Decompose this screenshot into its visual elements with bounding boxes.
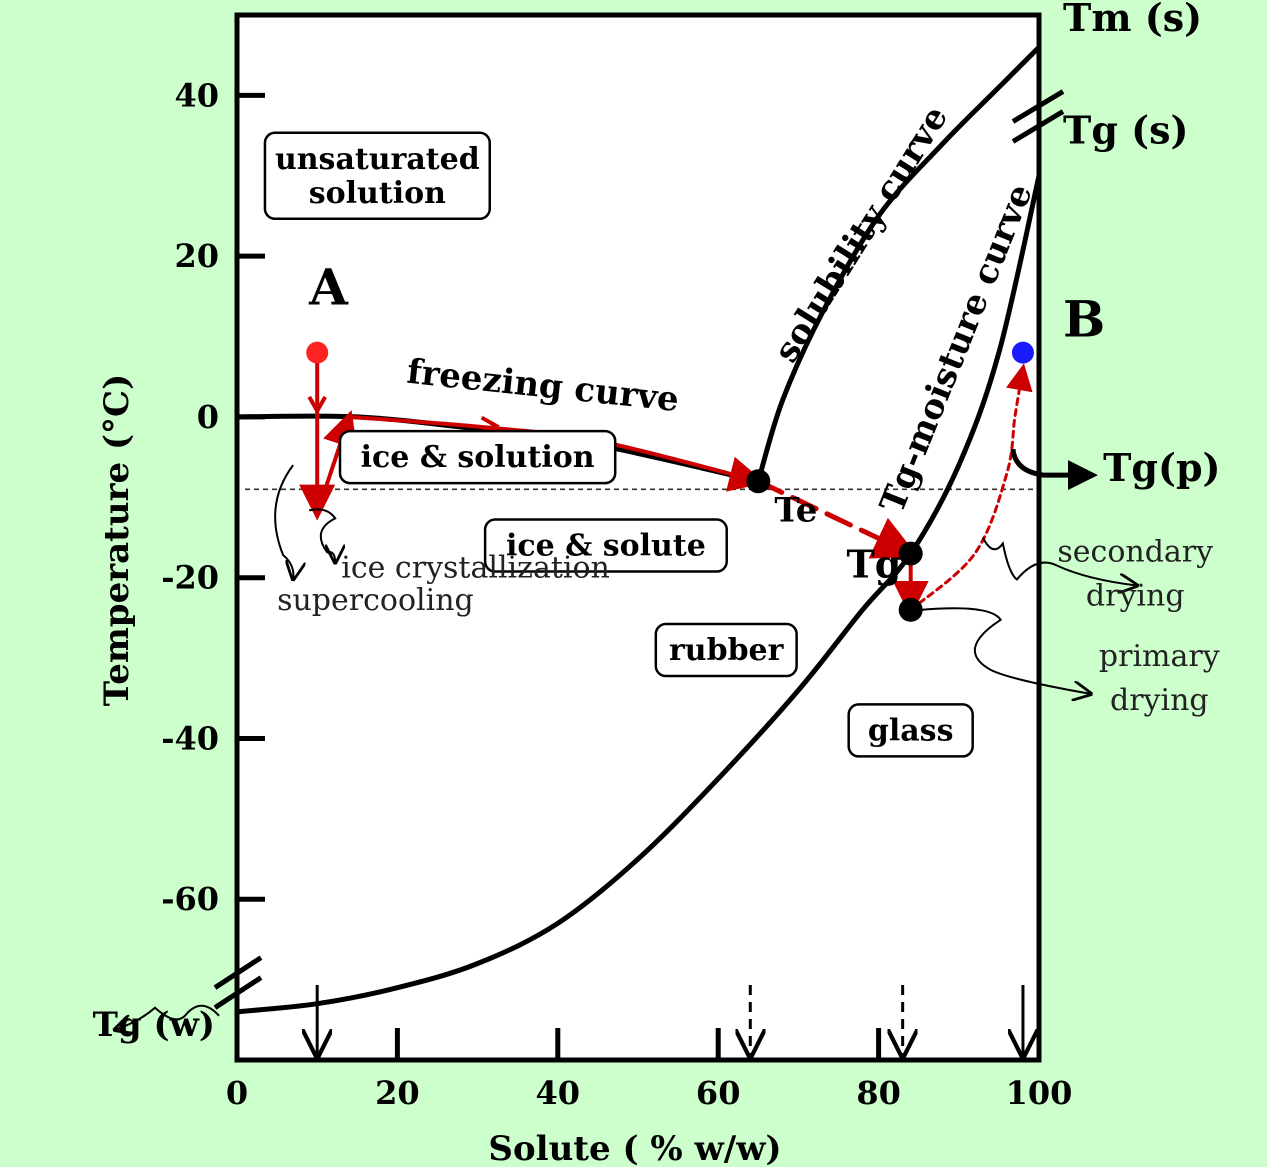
- annotation-label: Tg (w): [93, 1005, 215, 1045]
- x-axis-label: Solute ( % w/w): [488, 1129, 781, 1167]
- process-path-segment: [909, 363, 1033, 612]
- annotation-label: Tg': [847, 542, 913, 587]
- series-line: [234, 173, 1042, 1015]
- data-point: [306, 341, 329, 364]
- process-path-segment: [755, 478, 919, 559]
- tg-w-leader: [115, 1004, 220, 1030]
- annotation-label: Tg (s): [1063, 108, 1188, 153]
- annotation-label: A: [308, 257, 349, 316]
- annotation-label: Te: [774, 490, 817, 530]
- y-tick-label: 20: [174, 237, 219, 275]
- annotation-label: ice crystallization: [341, 551, 610, 586]
- data-point: [898, 597, 923, 622]
- ice-crystallization-leader: [308, 508, 335, 562]
- region-label: ice & solute: [506, 529, 706, 564]
- data-point: [746, 469, 771, 494]
- annotation-label: secondary drying: [1057, 535, 1213, 614]
- decoration-layer: [115, 89, 1137, 1056]
- process-arrowhead: [307, 395, 327, 415]
- axis-ticks: 0 20 40 60 80 100 40 20 0 -20 -40 -60: [161, 76, 1072, 1112]
- axis-break: [1011, 109, 1065, 144]
- axis-break: [1011, 89, 1065, 124]
- x-tick-label: 60: [696, 1074, 741, 1112]
- axis-break: [213, 975, 263, 1010]
- y-tick-label: -60: [161, 880, 219, 918]
- secondary-drying-leader: [981, 537, 1137, 586]
- series-line: [755, 44, 1042, 484]
- region-box: [654, 622, 798, 678]
- region-label: ice & solution: [361, 440, 595, 475]
- x-tick-label: 0: [226, 1074, 248, 1112]
- region-label: glass: [868, 713, 954, 748]
- y-tick-label: 0: [197, 398, 219, 436]
- annotation-label: supercooling: [277, 583, 474, 618]
- supercooling-leader: [274, 464, 293, 579]
- data-point: [1011, 341, 1034, 364]
- x-tick-label: 80: [856, 1074, 901, 1112]
- x-tick-label: 100: [1006, 1074, 1073, 1112]
- data-point: [898, 541, 923, 566]
- annotation-label: Tm (s): [1063, 0, 1202, 40]
- region-box: [338, 429, 617, 485]
- primary-drying-leader: [920, 607, 1091, 694]
- region-box: [483, 518, 728, 573]
- tg-p-leader: [1010, 448, 1098, 491]
- y-axis-label: Temperature (°C): [97, 374, 137, 706]
- y-tick-label: 40: [174, 76, 219, 114]
- region-label: unsaturated solution: [275, 142, 480, 211]
- annotation-label: primary drying: [1099, 639, 1220, 718]
- y-tick-label: -40: [161, 719, 219, 757]
- region-box: [263, 131, 492, 221]
- region-label: rubber: [669, 633, 785, 668]
- points-layer: [306, 341, 1034, 622]
- axis-break: [213, 955, 263, 990]
- x-tick-label: 20: [375, 1074, 420, 1112]
- region-box: [847, 703, 974, 758]
- x-tick-label: 40: [536, 1074, 581, 1112]
- y-tick-label: -20: [161, 559, 219, 597]
- annotation-label: Tg(p): [1103, 445, 1220, 490]
- annotation-label: B: [1063, 290, 1105, 349]
